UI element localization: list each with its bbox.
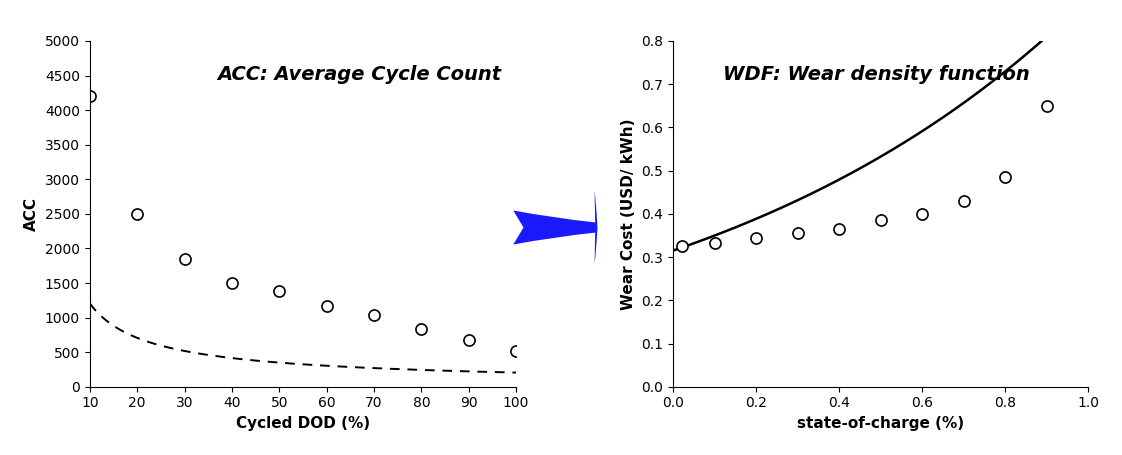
Point [706,239,724,247]
Point [223,279,241,287]
Y-axis label: Wear Cost (USD/ kWh): Wear Cost (USD/ kWh) [620,118,636,309]
Text: WDF: Wear density function: WDF: Wear density function [723,65,1030,84]
Text: ACC: Average Cycle Count: ACC: Average Cycle Count [218,65,502,84]
Point [175,255,193,263]
Point [128,210,146,217]
Point [460,336,478,344]
Point [270,288,288,295]
Point [318,302,335,309]
Point [747,234,765,241]
Point [507,347,525,354]
Point [872,217,890,224]
Point [413,325,431,332]
Point [365,311,383,318]
Point [913,210,931,217]
Point [955,197,973,205]
Point [830,225,848,233]
Point [672,243,690,250]
X-axis label: Cycled DOD (%): Cycled DOD (%) [236,416,370,431]
X-axis label: state-of-charge (%): state-of-charge (%) [798,416,964,431]
Point [996,173,1014,181]
Y-axis label: ACC: ACC [25,197,39,231]
Point [789,230,807,237]
Point [1038,102,1056,109]
Point [81,93,99,100]
